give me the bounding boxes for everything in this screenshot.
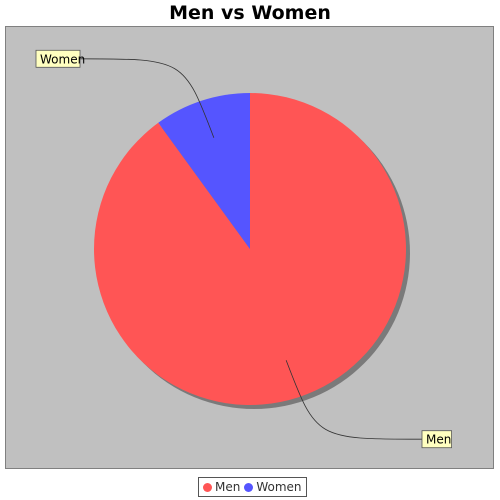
pie-slice-men <box>93 93 406 406</box>
label-link-men <box>285 360 423 440</box>
legend: Men Women <box>198 477 307 497</box>
legend-swatch-women <box>244 482 254 492</box>
pie-slice-women <box>158 93 250 249</box>
slice-label-women: Women <box>40 52 85 66</box>
legend-swatch-men <box>203 482 212 492</box>
slice-label-box-men <box>421 430 453 449</box>
legend-label-women: Women <box>256 480 302 494</box>
legend-item-men: Men <box>203 480 240 494</box>
chart-title: Men vs Women <box>169 2 331 24</box>
label-link-women <box>79 58 215 138</box>
slice-label-men: Men <box>426 433 451 447</box>
slice-label-box-women <box>35 49 81 68</box>
legend-item-women: Women <box>244 480 302 494</box>
legend-label-men: Men <box>215 480 241 494</box>
